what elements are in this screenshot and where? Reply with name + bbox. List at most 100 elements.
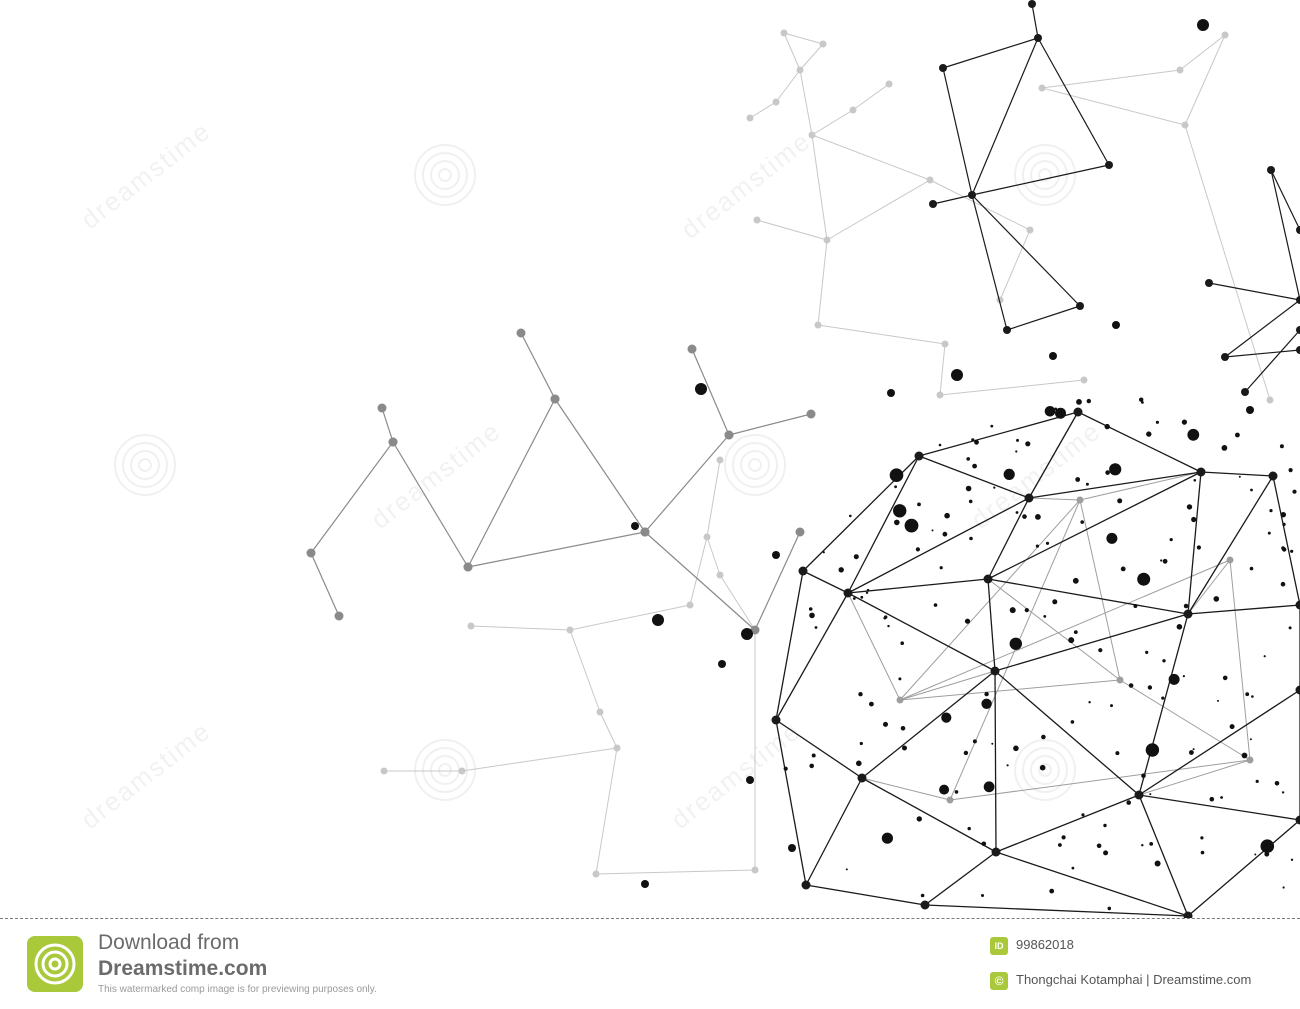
network-edge [1187, 559, 1231, 615]
particle-dot [1264, 851, 1270, 857]
particle-dot [860, 595, 864, 599]
network-node [772, 98, 780, 106]
particle-dot [652, 614, 664, 626]
particle-dot [1086, 398, 1092, 404]
network-node [1181, 121, 1189, 129]
network-node [990, 666, 1000, 676]
watermark-text: dreamstime [665, 715, 806, 835]
network-node [1034, 34, 1042, 42]
network-node [929, 200, 937, 208]
network-node [1073, 407, 1083, 417]
network-edge [749, 101, 777, 119]
network-edge [1187, 475, 1274, 615]
particle-dot [695, 383, 707, 395]
network-edge [775, 69, 801, 103]
network-edge [1270, 169, 1300, 231]
particle-dot [1068, 637, 1075, 644]
particle-dot [1200, 836, 1204, 840]
particle-dot [1162, 558, 1168, 564]
network-edge [811, 134, 828, 241]
network-edge [1187, 471, 1202, 615]
network-edge [691, 348, 730, 436]
particle-dot [968, 499, 973, 504]
particle-dot [1238, 475, 1241, 478]
particle-dot [1191, 516, 1197, 523]
particle-dot [641, 880, 649, 888]
network-node [1183, 609, 1193, 619]
network-edge [826, 179, 931, 241]
network-node [306, 548, 316, 558]
particle-dot [1280, 512, 1287, 518]
network-edge [1031, 3, 1039, 39]
network-edge [994, 670, 997, 853]
watermark-footer: Download from Dreamstime.com This waterm… [0, 919, 1300, 1009]
particle-dot [1009, 637, 1022, 650]
particle-dot [1141, 844, 1144, 847]
network-edge [918, 411, 1079, 457]
particle-dot [1088, 701, 1091, 704]
watermark-swirl [740, 450, 770, 480]
particle-dot [859, 741, 863, 746]
network-node [1266, 396, 1274, 404]
network-edge [719, 574, 756, 631]
network-edge [847, 592, 996, 672]
network-edge [1187, 819, 1300, 917]
particle-dot [783, 766, 788, 771]
network-edge [1037, 37, 1110, 166]
particle-dot [772, 551, 780, 559]
particle-dot [1075, 477, 1081, 482]
particle-dot [1217, 699, 1219, 702]
network-edge [929, 179, 1031, 231]
particle-dot [858, 692, 863, 697]
particle-dot [944, 512, 950, 519]
particle-dot [1105, 470, 1110, 475]
network-edge [861, 777, 997, 853]
particle-dot [1235, 432, 1240, 438]
network-node [1296, 346, 1300, 354]
network-edge [775, 719, 863, 779]
network-edge [1077, 411, 1202, 473]
particle-dot [971, 438, 975, 442]
particle-dot [984, 691, 989, 697]
particle-dot [1103, 850, 1109, 856]
particle-dot [1024, 608, 1029, 613]
network-edge [1224, 349, 1300, 358]
particle-dot [981, 698, 992, 709]
id-badge: ID [990, 937, 1008, 955]
watermark-swirl [1014, 739, 1076, 801]
network-edge [1028, 411, 1079, 499]
particle-dot [1183, 603, 1189, 609]
network-edge [847, 578, 989, 594]
network-node [550, 394, 560, 404]
particle-dot [974, 439, 979, 445]
particle-dot [718, 660, 726, 668]
network-edge [1200, 471, 1274, 477]
particle-dot [853, 554, 859, 560]
particle-dot [1076, 399, 1082, 405]
particle-dot [1013, 745, 1019, 752]
network-edge [924, 851, 997, 906]
network-edge [995, 794, 1140, 853]
network-edge [805, 777, 863, 886]
network-node [914, 451, 924, 461]
network-edge [987, 471, 1202, 580]
particle-dot [1169, 538, 1173, 542]
particle-dot [1006, 764, 1009, 767]
particle-dot [1249, 738, 1252, 741]
network-edge [899, 559, 1231, 701]
particle-dot [972, 739, 977, 744]
light-network-layer [380, 29, 1274, 878]
network-edge [461, 747, 618, 772]
network-node [1003, 326, 1011, 334]
network-node [566, 626, 574, 634]
network-edge [1184, 34, 1226, 126]
particle-dot [1015, 450, 1018, 453]
particle-dot [902, 745, 907, 751]
particle-dot [856, 760, 862, 767]
network-edge [987, 578, 996, 672]
watermark-swirl [114, 434, 176, 496]
network-edge [756, 219, 828, 241]
network-edge [817, 239, 828, 326]
network-edge [1119, 679, 1251, 761]
particle-dot [809, 763, 814, 769]
